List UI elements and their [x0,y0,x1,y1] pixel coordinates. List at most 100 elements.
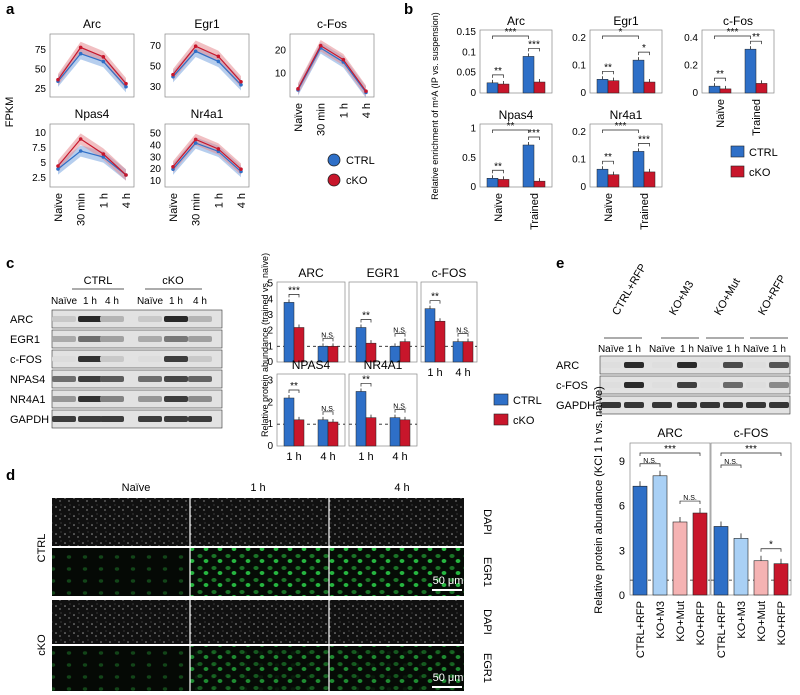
significance-bracket [602,35,639,39]
significance-label: *** [745,444,757,455]
blot-band [164,336,188,342]
y-tick-label: 6 [619,501,625,513]
panel-a-ylabel: FPKM [4,97,16,128]
y-tick-label: 10 [150,176,162,187]
significance-bracket [602,160,614,165]
bar-chart-e-arc: ARC 0 3 6 9 CTRL+RFP KO+M3 KO+Mut KO+RFP N.S. *** N… [619,426,711,658]
data-point [364,89,368,93]
bar-ctrl [596,168,609,188]
bar-ctrl [355,391,367,447]
blot-band [677,382,697,388]
legend-label-ctrl: CTRL [513,395,542,407]
blot-band [188,356,212,362]
blot-band [78,396,102,402]
blot-band [188,316,212,322]
image-cko-dapi [52,600,464,644]
x-tick-label: 1 h [338,103,350,118]
blot-band [164,316,188,322]
y-tick-label: 0 [692,88,698,99]
chart-title: Egr1 [613,14,639,28]
blot-band [652,382,672,388]
y-tick-label: 0.2 [572,33,586,44]
data-point [193,44,198,48]
lane-label: 1 h [726,344,740,355]
x-tick-label: 4 h [392,451,407,463]
y-tick-label: 0.5 [462,153,476,164]
panel-c-legend: CTRL cKO [493,393,542,427]
bar [652,475,668,596]
significance-label: ** [604,62,612,73]
y-tick-label: 0.4 [684,33,698,44]
blot-band [78,376,102,382]
chart-title: ARC [298,266,324,280]
line-chart-egr1: Egr1 30 50 70 [150,17,250,98]
image-cko-egr1-induced [190,646,464,691]
line-chart-c-fos: c-Fos 10 20 Naïve 30 min 1 h 4 h [275,17,375,136]
data-point [78,51,83,56]
y-tick-label: 0 [267,357,273,368]
legend-label-ctrl: CTRL [749,147,778,159]
significance-label: * [769,540,773,551]
panel-e-ylabel: Relative protein abundance (KCl 1 h vs. … [593,386,605,613]
blot-band [164,416,188,422]
x-tick-label: Trained [639,193,651,230]
lane-label: Naïve [137,296,164,307]
y-tick-label: 5 [40,158,46,169]
line-chart-arc: Arc 25 50 75 [35,17,135,98]
x-tick-label: 1 h [98,193,110,208]
significance-label: N.S. [393,404,407,411]
chart-title: ARC [657,426,683,440]
bar [733,538,749,596]
bar-ctrl [317,419,329,447]
legend-swatch-cko [730,165,745,178]
y-tick-label: 4 [267,294,273,305]
significance-label: N.S. [724,459,738,466]
series-line-ctrl [172,142,242,172]
bar-cko [434,320,446,363]
blot-band [700,362,720,368]
significance-bracket [638,143,650,147]
significance-bracket [639,452,701,456]
significance-label: N.S. [456,328,470,335]
plot-frame [164,123,250,188]
blot-row-label: ARC [556,360,579,372]
significance-label: * [619,27,623,38]
blot-band [624,382,644,388]
significance-label: ** [752,32,760,43]
plot-frame [276,373,346,447]
series-line-cko [57,138,127,176]
x-tick-label: 1 h [358,451,373,463]
blot-band [52,396,76,402]
blot-row-label: c-FOS [10,354,42,366]
blot-band [138,356,162,362]
panel-a-legend: CTRL cKO [327,153,375,187]
blot-band [138,376,162,382]
panel-c-ylabel: Relative protein abundance (trained vs. … [260,253,270,437]
bar-ctrl [522,56,535,94]
data-point [56,167,60,171]
x-tick-label: 30 min [191,193,203,226]
data-point [171,164,175,169]
band-cko [58,41,126,90]
microscopy-col-naive: Naïve [122,482,151,494]
condition-label: CTRL+RFP [610,262,649,317]
series-line-cko [172,45,242,83]
significance-bracket [360,383,372,387]
significance-bracket [394,333,406,337]
data-point [56,164,60,168]
significance-bracket [360,319,372,323]
bar-ctrl [486,82,499,94]
y-tick-label: 3 [267,310,273,321]
significance-bracket [528,136,540,140]
significance-label: *** [664,444,676,455]
significance-label: *** [727,27,739,38]
bar-cko [533,180,546,188]
significance-label: ** [716,69,724,80]
significance-bracket [760,548,782,552]
data-point [78,149,83,153]
data-point [193,137,198,142]
chart-title: Nr4a1 [191,107,224,121]
